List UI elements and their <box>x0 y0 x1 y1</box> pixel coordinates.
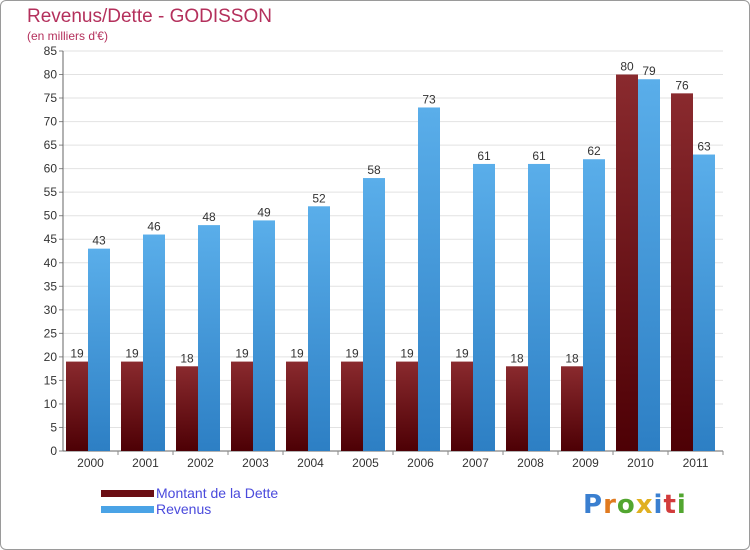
debt-bar <box>396 361 418 451</box>
y-tick-label: 15 <box>44 373 58 387</box>
x-tick-label: 2001 <box>132 456 159 470</box>
revenue-bar <box>473 163 495 452</box>
revenue-data-label: 62 <box>587 144 601 158</box>
legend-label-debt: Montant de la Dette <box>156 485 279 501</box>
proxiti-logo: Proxiti <box>583 490 687 520</box>
y-tick-label: 0 <box>50 444 57 458</box>
revenue-data-label: 46 <box>147 220 161 234</box>
legend-label-revenue: Revenus <box>156 501 212 517</box>
revenue-bar <box>693 154 715 451</box>
chart-subtitle: (en milliers d'€) <box>27 29 108 43</box>
debt-data-label: 80 <box>620 60 634 74</box>
x-tick-label: 2002 <box>187 456 214 470</box>
revenue-bar <box>88 248 110 451</box>
debt-data-label: 19 <box>70 347 84 361</box>
debt-bar <box>286 361 308 451</box>
logo-letter: i <box>653 490 664 520</box>
x-tick-label: 2008 <box>517 456 544 470</box>
debt-bar <box>671 93 693 452</box>
logo-letter: t <box>663 490 677 520</box>
x-tick-label: 2011 <box>683 456 709 470</box>
logo-letter: i <box>676 490 687 520</box>
logo-letter: r <box>603 490 617 520</box>
debt-bar <box>451 361 473 451</box>
y-tick-label: 55 <box>44 185 58 199</box>
y-tick-label: 50 <box>44 209 58 223</box>
revenue-bar <box>253 220 275 451</box>
y-tick-label: 65 <box>44 138 58 152</box>
legend-swatch-revenue <box>101 506 154 513</box>
debt-bar <box>561 366 583 451</box>
revenue-data-label: 63 <box>697 140 711 154</box>
debt-bar <box>231 361 253 451</box>
debt-data-label: 19 <box>125 347 139 361</box>
revenue-data-label: 52 <box>312 191 326 205</box>
revenue-bar <box>363 178 385 451</box>
revenue-bar <box>418 107 440 452</box>
debt-data-label: 19 <box>345 347 359 361</box>
debt-bar <box>66 361 88 451</box>
y-tick-label: 5 <box>50 420 57 434</box>
debt-data-label: 19 <box>455 347 469 361</box>
legend-swatch-debt <box>101 490 154 497</box>
y-tick-label: 40 <box>44 256 58 270</box>
x-tick-label: 2009 <box>572 456 599 470</box>
y-tick-label: 60 <box>44 162 58 176</box>
y-tick-label: 20 <box>44 350 58 364</box>
y-tick-label: 10 <box>44 397 58 411</box>
y-tick-label: 25 <box>44 326 58 340</box>
revenue-bar <box>528 163 550 452</box>
revenue-bar <box>308 206 330 451</box>
x-tick-label: 2004 <box>297 456 324 470</box>
y-tick-label: 45 <box>44 232 58 246</box>
revenue-data-label: 61 <box>477 149 491 163</box>
revenue-bar <box>198 225 220 451</box>
chart-title: Revenus/Dette - GODISSON <box>27 6 272 27</box>
debt-bar <box>341 361 363 451</box>
x-tick-label: 2005 <box>352 456 379 470</box>
revenue-bar <box>638 79 660 451</box>
y-tick-label: 85 <box>44 44 58 58</box>
debt-bar <box>616 74 638 451</box>
debt-data-label: 76 <box>675 78 689 92</box>
logo-letter: P <box>583 490 604 520</box>
revenue-data-label: 43 <box>92 234 106 248</box>
debt-bar <box>506 366 528 451</box>
revenue-data-label: 49 <box>257 205 271 219</box>
debt-data-label: 19 <box>235 347 249 361</box>
x-tick-label: 2000 <box>77 456 104 470</box>
debt-data-label: 18 <box>510 351 524 365</box>
x-tick-label: 2010 <box>627 456 654 470</box>
logo-letter: x <box>635 490 654 520</box>
debt-bar <box>121 361 143 451</box>
y-tick-label: 70 <box>44 115 58 129</box>
revenue-data-label: 73 <box>422 92 436 106</box>
revenue-bar <box>143 234 165 451</box>
debt-data-label: 18 <box>180 351 194 365</box>
y-tick-label: 35 <box>44 279 58 293</box>
x-tick-label: 2003 <box>242 456 269 470</box>
debt-data-label: 18 <box>565 351 579 365</box>
y-tick-label: 75 <box>44 91 58 105</box>
revenue-data-label: 61 <box>532 149 546 163</box>
revenue-data-label: 48 <box>202 210 216 224</box>
debt-bar <box>176 366 198 451</box>
y-tick-label: 30 <box>44 303 58 317</box>
logo-letter: o <box>616 490 636 520</box>
revenue-data-label: 79 <box>642 64 656 78</box>
y-tick-label: 80 <box>44 68 58 82</box>
x-tick-label: 2006 <box>407 456 434 470</box>
debt-data-label: 19 <box>400 347 414 361</box>
revenue-bar <box>583 159 605 451</box>
debt-data-label: 19 <box>290 347 304 361</box>
x-tick-label: 2007 <box>462 456 489 470</box>
revenue-data-label: 58 <box>367 163 381 177</box>
